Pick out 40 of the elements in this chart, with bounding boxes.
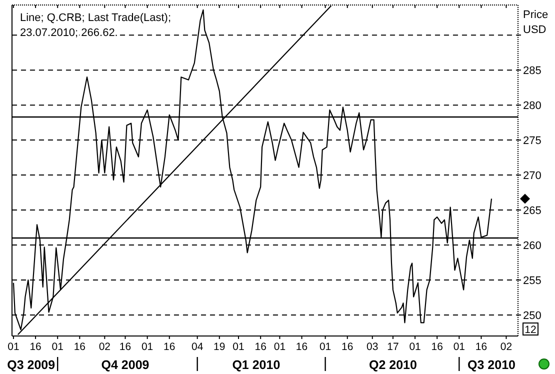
x-tick-label: 16	[74, 341, 86, 353]
x-tick-label: 01	[141, 341, 154, 353]
x-tick-label: 04	[191, 341, 204, 353]
y-tick-label: 270	[523, 170, 542, 182]
x-tick-label: 17	[387, 341, 399, 353]
x-tick-label: 16	[30, 341, 42, 353]
x-tick-label: 16	[254, 341, 267, 353]
x2-tick-label: Q4 2009	[101, 358, 150, 372]
x-tick-label: 16	[431, 341, 444, 353]
x-tick-label: 01	[52, 341, 64, 353]
x-tick-label: 03	[366, 341, 378, 353]
x2-tick-label: Q1 2010	[232, 358, 280, 372]
x2-tick-label: Q3 2009	[7, 358, 56, 372]
x-tick-label: 02	[500, 341, 512, 353]
x-tick-label: 01	[453, 341, 466, 353]
y-tick-label: 265	[523, 205, 542, 218]
x-tick-label: 01	[319, 341, 332, 353]
x-tick-label: 01	[409, 341, 422, 353]
x-tick-label: 16	[119, 341, 132, 353]
y-tick-label: 280	[523, 100, 542, 112]
x-tick-label: 01	[232, 341, 245, 353]
x2-tick-label: Q3 2010	[468, 358, 516, 372]
y-tick-label: 285	[523, 65, 542, 78]
x-tick-label: 16	[342, 341, 354, 353]
x-tick-label: 01	[274, 341, 286, 353]
x-tick-label: 16	[475, 341, 488, 353]
y-tick-label: 260	[523, 240, 542, 252]
text: Line; Q.CRB; Last Trade(Last);	[20, 12, 172, 24]
x-tick-label: 02	[98, 341, 111, 353]
x-tick-label: 16	[164, 341, 176, 353]
x2-tick-label: Q2 2010	[368, 358, 417, 372]
y-tick-label: 275	[523, 135, 542, 148]
x-tick-label: 01	[8, 341, 20, 353]
text: 23.07.2010; 266.62.	[20, 27, 118, 39]
y-tick-label: 255	[523, 275, 542, 288]
x-tick-label: 19	[214, 341, 226, 353]
y-axis-title: Price USD	[523, 9, 548, 36]
x-tick-label: 16	[296, 341, 308, 353]
y-tick-label: 250	[523, 310, 542, 322]
text: 12	[524, 324, 536, 336]
